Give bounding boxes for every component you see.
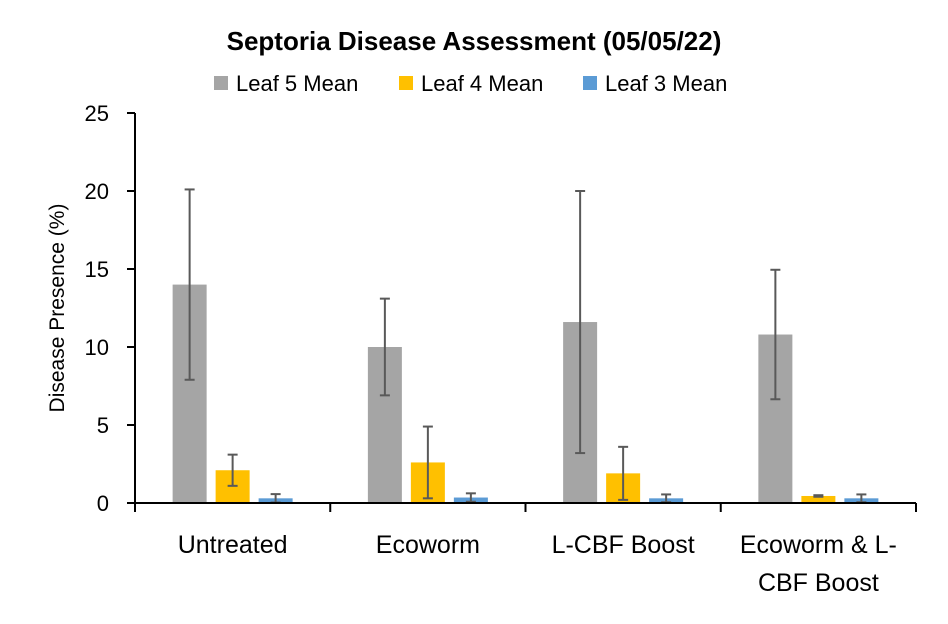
y-axis-title: Disease Presence (%) bbox=[46, 204, 69, 413]
x-tick-label: CBF Boost bbox=[758, 569, 879, 597]
y-tick-label: 10 bbox=[85, 335, 109, 360]
legend-swatch-1 bbox=[214, 76, 228, 90]
y-tick-label: 5 bbox=[97, 413, 109, 438]
x-tick-label: Untreated bbox=[178, 531, 288, 559]
y-tick-label: 0 bbox=[97, 491, 109, 516]
legend-label-1: Leaf 5 Mean bbox=[236, 71, 358, 96]
x-axis: Untreated Ecoworm L-CBF Boost Ecoworm & L- C… bbox=[134, 502, 917, 597]
y-tick-label: 25 bbox=[85, 101, 109, 126]
y-axis: 0 5 10 15 20 25 bbox=[85, 101, 136, 516]
chart-title: Septoria Disease Assessment (05/05/22) bbox=[227, 26, 722, 56]
bars bbox=[172, 284, 879, 503]
x-tick-label: L-CBF Boost bbox=[552, 531, 695, 559]
bar-leaf-4-mean-4 bbox=[801, 495, 836, 503]
legend: Leaf 5 Mean Leaf 4 Mean Leaf 3 Mean bbox=[214, 71, 727, 96]
x-tick-label: Ecoworm bbox=[376, 531, 480, 559]
legend-label-3: Leaf 3 Mean bbox=[605, 71, 727, 96]
y-tick-label: 20 bbox=[85, 179, 109, 204]
x-tick-label: Ecoworm & L- bbox=[740, 531, 897, 559]
legend-swatch-3 bbox=[583, 76, 597, 90]
legend-label-2: Leaf 4 Mean bbox=[421, 71, 543, 96]
y-tick-label: 15 bbox=[85, 257, 109, 282]
legend-swatch-2 bbox=[399, 76, 413, 90]
